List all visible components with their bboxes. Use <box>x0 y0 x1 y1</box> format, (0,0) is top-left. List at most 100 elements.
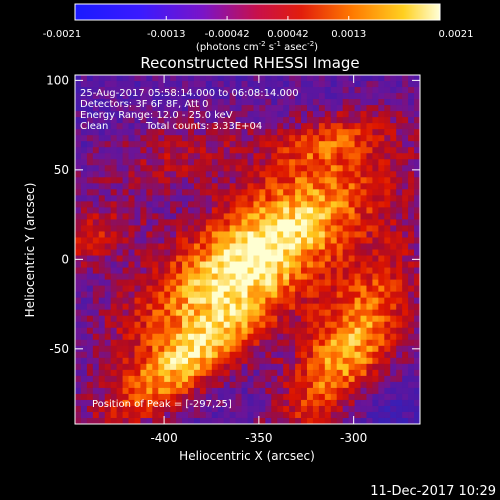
heatmap-cell <box>366 249 374 257</box>
heatmap-cell <box>188 315 195 323</box>
heatmap-cell <box>283 213 290 221</box>
heatmap-cell <box>312 375 320 383</box>
heatmap-cell <box>229 303 237 311</box>
heatmap-cell <box>92 339 100 347</box>
heatmap-cell <box>277 339 284 347</box>
heatmap-cell <box>277 93 284 100</box>
heatmap-cell <box>176 177 183 184</box>
heatmap-cell <box>223 123 231 130</box>
heatmap-cell <box>92 393 100 401</box>
heatmap-cell <box>342 219 350 227</box>
heatmap-cell <box>289 99 296 106</box>
heatmap-cell <box>98 339 106 347</box>
heatmap-cell <box>259 123 266 130</box>
heatmap-cell <box>354 309 362 317</box>
heatmap-cell <box>104 381 112 389</box>
heatmap-cell <box>283 75 290 82</box>
heatmap-cell <box>116 231 124 239</box>
heatmap-cell <box>80 201 88 208</box>
heatmap-cell <box>193 357 201 365</box>
heatmap-cell <box>116 417 124 424</box>
heatmap-cell <box>414 249 420 257</box>
heatmap-cell <box>318 243 326 251</box>
heatmap-cell <box>75 141 82 148</box>
heatmap-cell <box>152 81 159 88</box>
heatmap-cell <box>277 75 284 82</box>
heatmap-cell <box>372 189 379 196</box>
heatmap-cell <box>348 279 356 287</box>
heatmap-cell <box>188 291 195 299</box>
heatmap-cell <box>271 207 278 214</box>
heatmap-cell <box>414 129 420 136</box>
heatmap-cell <box>199 405 207 413</box>
heatmap-cell <box>324 345 332 353</box>
heatmap-cell <box>259 219 266 227</box>
heatmap-cell <box>92 129 100 136</box>
heatmap-cell <box>217 165 225 172</box>
heatmap-cell <box>312 339 320 347</box>
heatmap-cell <box>229 219 237 227</box>
heatmap-cell <box>360 399 368 407</box>
heatmap-cell <box>241 375 249 383</box>
heatmap-cell <box>342 153 350 160</box>
heatmap-cell <box>378 93 385 100</box>
heatmap-cell <box>199 195 207 202</box>
heatmap-cell <box>408 321 415 329</box>
heatmap-cell <box>336 213 344 221</box>
heatmap-cell <box>235 381 243 389</box>
heatmap-cell <box>390 207 397 214</box>
heatmap-cell <box>330 189 338 196</box>
heatmap-cell <box>182 387 189 395</box>
heatmap-cell <box>134 369 142 377</box>
heatmap-cell <box>306 333 314 341</box>
heatmap-cell <box>86 159 94 166</box>
heatmap-cell <box>265 309 272 317</box>
heatmap-cell <box>318 387 326 395</box>
heatmap-cell <box>122 399 130 407</box>
heatmap-cell <box>348 207 356 214</box>
heatmap-cell <box>164 279 171 287</box>
heatmap-cell <box>140 129 147 136</box>
heatmap-cell <box>86 291 94 299</box>
heatmap-cell <box>414 267 420 275</box>
heatmap-cell <box>98 87 106 94</box>
heatmap-cell <box>217 147 225 154</box>
heatmap-cell <box>318 369 326 377</box>
heatmap-cell <box>414 93 420 100</box>
heatmap-cell <box>110 405 118 413</box>
heatmap-cell <box>390 327 397 335</box>
heatmap-cell <box>354 171 362 178</box>
heatmap-cell <box>134 303 142 311</box>
heatmap-cell <box>80 417 88 424</box>
heatmap-cell <box>188 399 195 407</box>
heatmap-cell <box>366 333 374 341</box>
heatmap-cell <box>199 339 207 347</box>
heatmap-cell <box>193 219 201 227</box>
heatmap-cell <box>140 231 147 239</box>
heatmap-cell <box>295 285 302 293</box>
heatmap-cell <box>312 159 320 166</box>
heatmap-cell <box>295 165 302 172</box>
heatmap-cell <box>164 171 171 178</box>
heatmap-cell <box>324 117 332 124</box>
heatmap-cell <box>247 75 255 82</box>
heatmap-cell <box>152 411 159 419</box>
heatmap-cell <box>289 345 296 353</box>
heatmap-cell <box>223 141 231 148</box>
heatmap-cell <box>295 195 302 202</box>
heatmap-cell <box>211 357 219 365</box>
heatmap-cell <box>92 285 100 293</box>
heatmap-cell <box>247 285 255 293</box>
heatmap-cell <box>217 225 225 233</box>
heatmap-cell <box>205 147 213 154</box>
heatmap-cell <box>414 339 420 347</box>
heatmap-cell <box>253 201 260 208</box>
heatmap-cell <box>384 321 391 329</box>
heatmap-cell <box>271 291 278 299</box>
heatmap-cell <box>301 411 308 419</box>
heatmap-cell <box>378 153 385 160</box>
heatmap-cell <box>122 375 130 383</box>
heatmap-cell <box>211 177 219 184</box>
heatmap-cell <box>211 345 219 353</box>
heatmap-cell <box>402 381 409 389</box>
